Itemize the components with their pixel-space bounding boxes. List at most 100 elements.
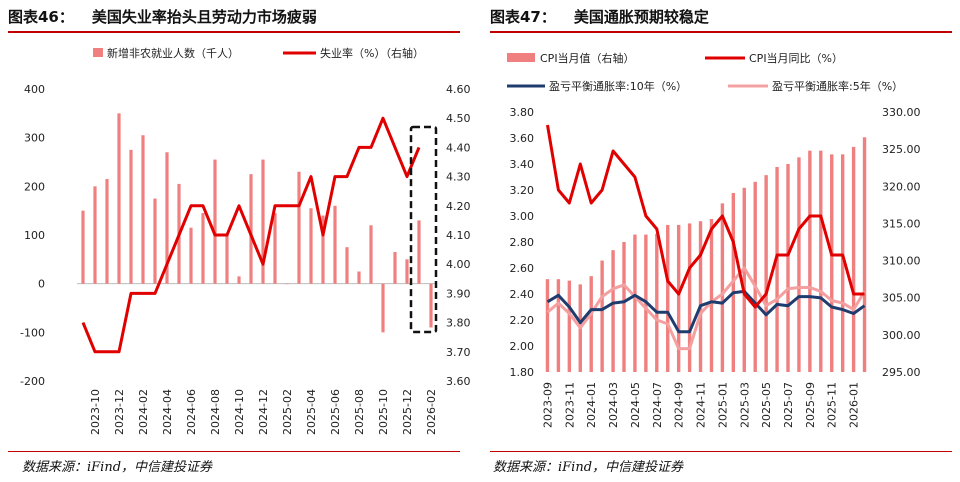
right-bar-2024-09: [676, 224, 681, 372]
right-bar-2025-08: [797, 157, 801, 372]
right-y2axis-tick: 325.00: [882, 143, 921, 156]
left-title-number: 图表46：: [8, 8, 74, 26]
right-xaxis-tick: 2025-09: [804, 382, 817, 428]
right-y2axis-tick: 330.00: [882, 106, 921, 119]
left-bar-2024-02: [141, 135, 145, 284]
left-xaxis-tick: 2025-10: [377, 389, 390, 435]
left-bar-2024-10: [237, 276, 241, 284]
left-bar-2024-11: [249, 174, 253, 284]
right-xaxis-tick: 2025-05: [760, 382, 773, 428]
left-bar-2024-06: [189, 227, 193, 284]
left-xaxis-tick: 2023-12: [113, 389, 126, 435]
left-y2axis-tick: 4.00: [446, 258, 471, 271]
right-xaxis-tick: 2025-07: [782, 382, 795, 428]
right-cpi-yoy-line: [546, 124, 865, 309]
left-xaxis-tick: 2025-08: [353, 389, 366, 435]
left-y2axis-tick: 4.40: [446, 141, 471, 154]
left-bar-2023-10: [93, 186, 97, 284]
right-y2axis-tick: 305.00: [882, 292, 921, 305]
right-chart-title: 图表47： 美国通胀预期较稳定: [490, 6, 709, 27]
right-title-text: 美国通胀预期较稳定: [573, 8, 709, 26]
right-footer-rule: [490, 451, 952, 452]
left-y2axis-tick: 4.60: [446, 83, 471, 96]
right-bar-2024-03: [611, 250, 615, 372]
right-yaxis-tick: 2.80: [510, 236, 535, 249]
right-source-note: 数据来源：iFind，中信建投证券: [493, 460, 684, 475]
right-xaxis-tick: 2025-03: [738, 382, 751, 428]
left-bar-2023-12: [117, 113, 121, 284]
right-xaxis-tick: 2026-01: [848, 382, 861, 428]
right-bar-2024-04: [622, 242, 626, 372]
right-yaxis-tick: 3.00: [510, 210, 535, 223]
right-legend-cpi-level-swatch: [507, 53, 535, 62]
left-y2axis-tick: 3.70: [446, 346, 471, 359]
left-bar-2025-03: [297, 171, 301, 284]
left-xaxis-tick: 2026-02: [425, 389, 438, 435]
left-yaxis-tick: 300: [24, 132, 45, 145]
left-y2axis-tick: 4.20: [446, 200, 471, 213]
right-bar-2025-06: [775, 166, 779, 372]
right-xaxis-tick: 2024-05: [629, 382, 642, 428]
left-yaxis-tick: -100: [20, 326, 45, 339]
right-xaxis-tick: 2023-09: [541, 382, 554, 428]
right-bar-2026-01: [851, 146, 856, 372]
left-xaxis-tick: 2024-02: [137, 389, 150, 435]
left-title-rule: [8, 31, 460, 33]
left-legend-bar-swatch: [93, 48, 103, 57]
left-bar-2025-10: [381, 283, 385, 333]
left-yaxis-tick: 400: [24, 83, 45, 96]
left-y2axis-tick: 4.10: [446, 229, 471, 242]
right-yaxis-tick: 2.00: [510, 340, 535, 353]
right-yaxis-tick: 3.40: [510, 158, 535, 171]
right-breakeven-10y-line: [546, 289, 866, 334]
right-bar-2024-12: [709, 218, 714, 372]
right-yaxis-tick: 3.60: [510, 132, 535, 145]
left-bar-2023-09: [81, 210, 85, 284]
left-bar-2025-07: [345, 247, 349, 284]
left-bar-2025-12: [405, 259, 409, 284]
left-bar-2025-02: [285, 283, 289, 285]
right-y2axis-tick: 295.00: [882, 366, 921, 379]
left-xaxis-tick: 2025-12: [401, 389, 414, 435]
right-bar-2024-02: [600, 260, 604, 372]
left-xaxis-tick: 2023-10: [89, 389, 102, 435]
right-xaxis-tick: 2024-01: [585, 382, 598, 428]
left-xaxis-tick: 2025-06: [329, 389, 342, 435]
right-y2axis-tick: 315.00: [882, 217, 921, 230]
left-legend-bar-label: 新增非农就业人数（千人）: [107, 46, 239, 60]
right-yaxis-tick: 2.20: [510, 314, 535, 327]
left-unemployment-line: [81, 116, 421, 354]
right-breakeven-5y-line: [546, 266, 866, 351]
left-bar-2024-08: [213, 159, 217, 284]
left-bar-2024-04: [165, 152, 169, 284]
right-yaxis-tick: 2.40: [510, 288, 535, 301]
right-y2axis-tick: 310.00: [882, 255, 921, 268]
left-bar-2024-07: [201, 213, 205, 284]
right-bar-2025-03: [742, 187, 746, 372]
right-bar-2025-04: [753, 181, 757, 372]
left-title-text: 美国失业率抬头且劳动力市场疲弱: [91, 8, 317, 26]
left-bar-2026-01: [417, 220, 421, 284]
left-bar-2025-06: [333, 205, 337, 284]
right-xaxis-tick: 2024-07: [651, 382, 664, 428]
right-y2axis-tick: 300.00: [882, 329, 921, 342]
left-bar-2025-04: [309, 208, 313, 284]
right-bar-2025-07: [786, 164, 790, 372]
right-bar-2024-08: [666, 224, 670, 372]
left-bar-2025-11: [393, 252, 397, 284]
left-yaxis-tick: -200: [20, 375, 45, 388]
right-yaxis-tick: 3.20: [510, 184, 535, 197]
right-bar-2023-10: [556, 279, 561, 372]
left-bar-2025-01: [273, 213, 277, 284]
right-y2axis-tick: 320.00: [882, 180, 921, 193]
right-bar-2025-12: [840, 154, 845, 372]
left-bar-2024-01: [129, 149, 133, 284]
right-yaxis-tick: 2.60: [510, 262, 535, 275]
left-xaxis-tick: 2024-04: [161, 389, 174, 435]
right-xaxis-tick: 2024-11: [695, 382, 708, 428]
right-yaxis-tick: 1.80: [510, 366, 535, 379]
right-title-number: 图表47：: [490, 8, 556, 26]
left-xaxis-tick: 2025-04: [305, 389, 318, 435]
left-y2axis-tick: 4.30: [446, 171, 471, 184]
